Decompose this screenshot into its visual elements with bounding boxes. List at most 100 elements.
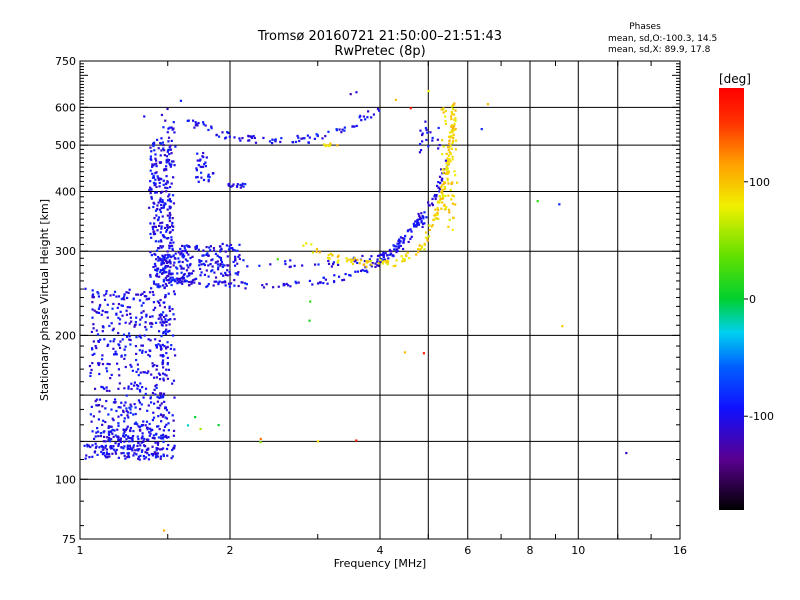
- data-point: [170, 182, 173, 185]
- data-point: [154, 384, 157, 388]
- data-point: [154, 240, 158, 243]
- data-point: [297, 281, 300, 284]
- data-point: [207, 282, 210, 286]
- data-point: [426, 239, 429, 242]
- data-point: [124, 345, 127, 348]
- data-point: [199, 158, 202, 161]
- data-point: [126, 444, 129, 447]
- data-point: [112, 419, 115, 422]
- data-point: [134, 412, 137, 416]
- data-point: [451, 155, 454, 158]
- data-point: [139, 336, 143, 339]
- data-point: [124, 365, 127, 369]
- data-point: [166, 250, 169, 253]
- data-point: [140, 437, 143, 440]
- data-point: [182, 277, 185, 280]
- data-point: [167, 422, 170, 425]
- data-point: [372, 113, 376, 116]
- data-point: [395, 259, 398, 262]
- data-point: [144, 350, 147, 354]
- data-point: [335, 128, 338, 131]
- data-point: [97, 435, 100, 438]
- y-axis-label: Stationary phase Virtual Height [km]: [38, 199, 51, 401]
- data-point: [195, 245, 199, 248]
- data-point: [116, 428, 119, 431]
- data-point: [110, 322, 113, 325]
- data-point: [126, 414, 129, 417]
- data-point: [126, 306, 129, 309]
- data-point: [441, 201, 444, 204]
- data-point: [163, 296, 167, 299]
- data-point: [167, 368, 171, 371]
- data-point: [448, 142, 451, 145]
- data-point: [327, 130, 330, 133]
- data-point: [185, 280, 188, 283]
- data-point: [126, 411, 130, 414]
- data-point: [111, 417, 114, 420]
- data-point: [401, 237, 404, 240]
- data-point: [167, 292, 170, 295]
- data-point: [423, 243, 426, 246]
- data-point: [141, 349, 144, 352]
- data-point: [172, 264, 175, 267]
- data-point: [289, 265, 292, 268]
- y-tick-label: 200: [55, 329, 76, 342]
- data-point: [448, 151, 451, 154]
- data-point: [143, 334, 146, 337]
- data-point: [153, 262, 157, 266]
- data-point: [109, 425, 112, 428]
- data-point: [177, 251, 180, 254]
- data-point: [166, 363, 169, 366]
- data-point: [95, 398, 98, 401]
- data-point: [366, 260, 370, 263]
- data-point: [106, 436, 109, 439]
- data-point: [95, 310, 98, 314]
- data-point: [160, 206, 163, 210]
- data-point: [162, 126, 165, 129]
- data-point: [182, 267, 185, 270]
- data-point: [451, 124, 454, 127]
- data-point: [168, 323, 171, 326]
- data-point: [171, 455, 174, 458]
- data-point: [157, 330, 161, 333]
- data-point: [140, 344, 143, 347]
- data-point: [276, 258, 279, 261]
- plot-frame: [79, 60, 681, 540]
- data-point: [147, 297, 150, 301]
- data-point: [165, 352, 168, 355]
- data-point: [168, 146, 171, 149]
- data-point: [449, 188, 452, 192]
- data-point: [172, 434, 175, 437]
- data-point: [217, 282, 220, 286]
- data-point: [113, 448, 116, 451]
- data-point: [141, 435, 144, 438]
- data-point: [196, 159, 199, 162]
- data-point: [229, 247, 232, 250]
- data-point: [271, 138, 274, 141]
- data-point: [430, 225, 433, 228]
- data-point: [167, 444, 170, 447]
- data-point: [453, 113, 456, 116]
- data-point: [122, 434, 125, 437]
- data-point: [148, 355, 152, 358]
- data-point: [447, 154, 451, 157]
- data-point: [172, 121, 175, 124]
- data-point: [165, 423, 168, 426]
- data-point: [336, 255, 339, 258]
- data-point: [108, 389, 111, 393]
- data-point: [160, 137, 163, 140]
- data-point: [158, 301, 161, 304]
- data-point: [358, 262, 361, 265]
- data-point: [421, 140, 424, 143]
- data-point: [148, 431, 151, 434]
- data-point: [388, 253, 391, 256]
- data-point: [153, 451, 156, 454]
- data-point: [440, 207, 443, 210]
- data-point: [159, 344, 162, 347]
- data-point: [163, 262, 166, 265]
- data-point: [443, 180, 446, 184]
- data-point: [111, 432, 114, 435]
- x-tick-label: 2: [227, 544, 234, 557]
- data-point: [103, 387, 106, 390]
- data-point: [209, 263, 212, 266]
